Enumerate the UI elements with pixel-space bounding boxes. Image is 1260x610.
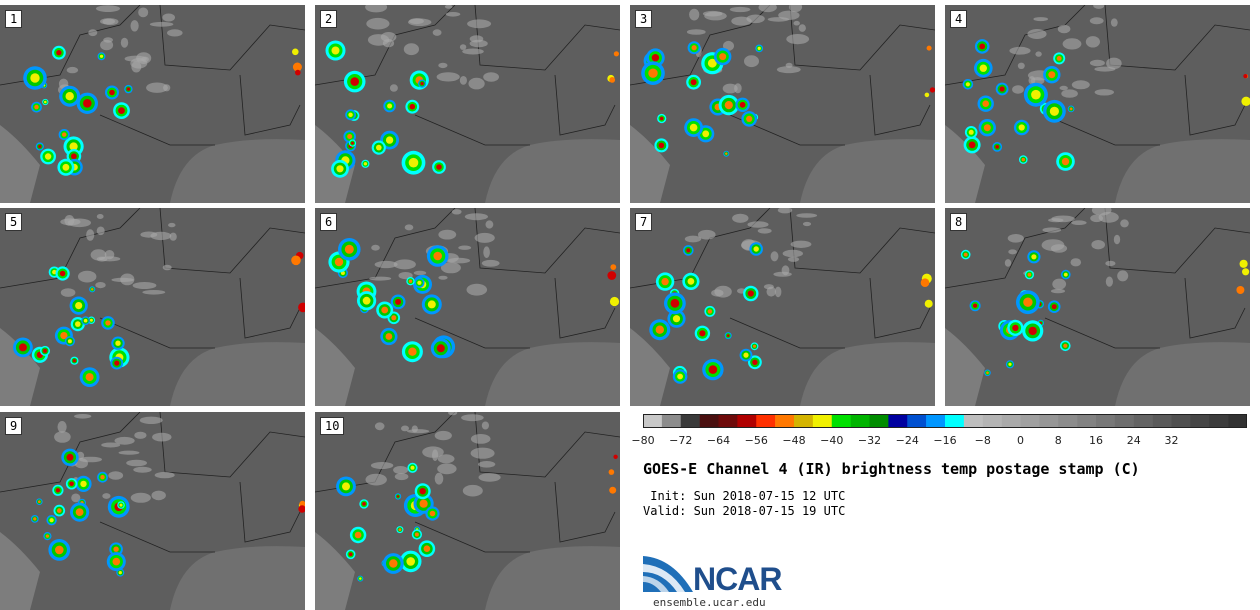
colorbar-tick-label: 32	[1164, 434, 1179, 447]
website-url: ensemble.ucar.edu	[653, 596, 766, 609]
colorbar-segment	[945, 414, 965, 428]
colorbar-tick-label: −40	[820, 434, 844, 447]
panel-number: 9	[5, 417, 23, 435]
colorbar-segment	[907, 414, 927, 428]
satellite-map	[315, 412, 620, 610]
colorbar-tick-label: −16	[933, 434, 957, 447]
colorbar-tick-label: −24	[895, 434, 919, 447]
colorbar-segment	[1133, 414, 1153, 428]
postage-stamp-panel: 4	[945, 5, 1250, 203]
colorbar-segment	[661, 414, 682, 428]
colorbar-tick-label: −8	[974, 434, 991, 447]
colorbar-segment	[756, 414, 776, 428]
colorbar-segment	[699, 414, 719, 428]
satellite-map	[0, 412, 305, 610]
satellite-map	[945, 5, 1250, 203]
colorbar-segment	[1096, 414, 1116, 428]
panel-number: 3	[635, 10, 653, 28]
colorbar-segment	[869, 414, 889, 428]
colorbar-tick-label: −56	[744, 434, 768, 447]
panel-number: 5	[5, 213, 23, 231]
colorbar-segment	[1114, 414, 1135, 428]
colorbar-segment	[1209, 414, 1229, 428]
colorbar-segment	[1077, 414, 1097, 428]
satellite-map	[0, 208, 305, 406]
colorbar-segment	[812, 414, 833, 428]
postage-stamp-panel: 7	[630, 208, 935, 406]
colorbar-tick-label: −32	[857, 434, 882, 447]
colorbar-segment	[831, 414, 851, 428]
panel-number: 4	[950, 10, 968, 28]
colorbar-tick-label: −80	[631, 434, 655, 447]
colorbar-segment	[737, 414, 757, 428]
colorbar-segment	[1058, 414, 1078, 428]
postage-stamp-panel: 6	[315, 208, 620, 406]
colorbar-segment	[1039, 414, 1059, 428]
valid-time: Valid: Sun 2018-07-15 19 UTC	[643, 504, 846, 518]
satellite-map	[315, 5, 620, 203]
postage-stamp-panel: 8	[945, 208, 1250, 406]
colorbar-tick-label: −64	[706, 434, 731, 447]
colorbar-segment	[1001, 414, 1021, 428]
postage-stamp-panel: 1	[0, 5, 305, 203]
colorbar-segment	[1171, 414, 1191, 428]
colorbar-tick-label: −48	[782, 434, 806, 447]
colorbar-segment	[718, 414, 738, 428]
panel-number: 6	[320, 213, 338, 231]
panel-number: 10	[320, 417, 345, 435]
colorbar-segment	[888, 414, 908, 428]
colorbar-tick-label: 16	[1089, 434, 1103, 447]
colorbar-segment	[680, 414, 700, 428]
satellite-map	[630, 208, 935, 406]
panel-number: 2	[320, 10, 338, 28]
colorbar-segment	[643, 414, 663, 428]
ncar-logo-icon	[643, 556, 693, 592]
postage-stamp-panel: 2	[315, 5, 620, 203]
colorbar-segment	[1190, 414, 1210, 428]
colorbar-tick-label: 24	[1126, 434, 1141, 447]
panel-number: 1	[5, 10, 23, 28]
colorbar-tick-label: 0	[1017, 434, 1024, 447]
panel-number: 8	[950, 213, 968, 231]
colorbar-tick-label: −72	[669, 434, 693, 447]
colorbar-segment	[794, 414, 814, 428]
colorbar-segment	[775, 414, 795, 428]
colorbar-tick-label: 8	[1054, 434, 1062, 447]
satellite-map	[945, 208, 1250, 406]
satellite-map	[0, 5, 305, 203]
satellite-map	[315, 208, 620, 406]
colorbar-segment	[1020, 414, 1040, 428]
satellite-map	[630, 5, 935, 203]
panel-number: 7	[635, 213, 653, 231]
figure-title: GOES-E Channel 4 (IR) brightness temp po…	[643, 460, 1140, 478]
colorbar-segment	[1152, 414, 1172, 428]
colorbar-segment	[850, 414, 870, 428]
colorbar-segment	[963, 414, 984, 428]
postage-stamp-panel: 10	[315, 412, 620, 610]
postage-stamp-panel: 5	[0, 208, 305, 406]
init-time: Init: Sun 2018-07-15 12 UTC	[643, 489, 846, 503]
ncar-wordmark: NCAR	[693, 561, 782, 597]
temperature-colorbar	[643, 414, 1247, 428]
colorbar-segment	[982, 414, 1002, 428]
colorbar-segment	[1228, 414, 1247, 428]
postage-stamp-panel: 3	[630, 5, 935, 203]
postage-stamp-panel: 9	[0, 412, 305, 610]
colorbar-segment	[926, 414, 946, 428]
